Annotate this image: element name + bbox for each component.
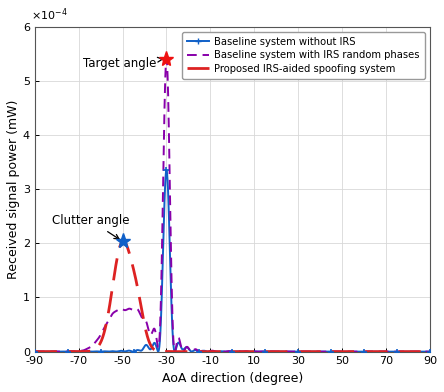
Baseline system with IRS random phases (337, 349, 343, 354)
Baseline system with IRS random phases (79, 348, 84, 353)
Baseline system with IRS random phases (427, 349, 432, 354)
Proposed IRS-aided spoofing system (337, 349, 343, 354)
Baseline system with IRS random phases (155, 343, 160, 348)
Baseline system with IRS random phases (32, 349, 37, 354)
Proposed IRS-aided spoofing system (32, 349, 37, 354)
Line: Proposed IRS-aided spoofing system: Proposed IRS-aided spoofing system (35, 241, 430, 352)
Proposed IRS-aided spoofing system (57, 349, 62, 354)
Baseline system without IRS (373, 349, 378, 354)
Y-axis label: Received signal power (mW): Received signal power (mW) (7, 100, 20, 279)
Proposed IRS-aided spoofing system (79, 349, 85, 354)
Baseline system with IRS random phases (373, 349, 378, 354)
Text: Target angle: Target angle (83, 57, 163, 70)
Proposed IRS-aided spoofing system (121, 239, 126, 243)
Baseline system without IRS (427, 349, 432, 354)
Line: Baseline system without IRS: Baseline system without IRS (35, 170, 430, 352)
Baseline system with IRS random phases (57, 349, 62, 354)
Baseline system without IRS (164, 168, 169, 172)
Legend: Baseline system without IRS, Baseline system with IRS random phases, Proposed IR: Baseline system without IRS, Baseline sy… (182, 32, 425, 78)
Proposed IRS-aided spoofing system (427, 349, 432, 354)
Text: $\times10^{-4}$: $\times10^{-4}$ (31, 7, 67, 23)
Proposed IRS-aided spoofing system (155, 349, 160, 354)
Baseline system with IRS random phases (79, 348, 85, 353)
Baseline system without IRS (337, 349, 343, 354)
Baseline system without IRS (155, 348, 160, 353)
Baseline system without IRS (305, 349, 310, 354)
Baseline system without IRS (79, 349, 84, 354)
Proposed IRS-aided spoofing system (79, 349, 84, 354)
X-axis label: AoA direction (degree): AoA direction (degree) (162, 372, 303, 385)
Text: Clutter angle: Clutter angle (52, 214, 130, 239)
Baseline system without IRS (79, 349, 85, 354)
Baseline system without IRS (57, 349, 62, 354)
Proposed IRS-aided spoofing system (305, 349, 310, 354)
Line: Baseline system with IRS random phases: Baseline system with IRS random phases (35, 59, 430, 352)
Baseline system with IRS random phases (305, 349, 310, 354)
Baseline system without IRS (32, 349, 37, 354)
Baseline system with IRS random phases (164, 56, 169, 61)
